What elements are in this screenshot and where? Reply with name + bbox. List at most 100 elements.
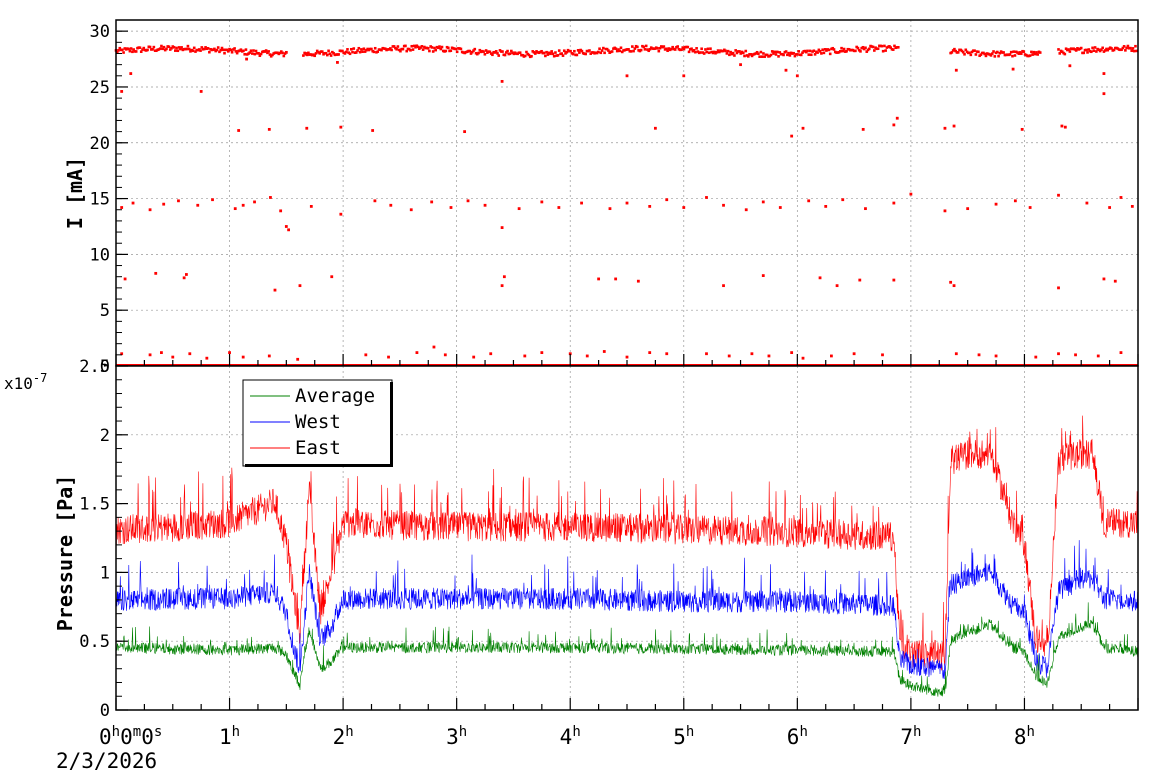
- current-point: [279, 209, 283, 213]
- current-band-point: [1068, 50, 1072, 53]
- current-band-point: [682, 47, 686, 51]
- current-band-point: [1058, 52, 1062, 55]
- current-point: [205, 356, 209, 360]
- current-band-point: [194, 50, 197, 53]
- pressure-line-west: [115, 540, 1139, 680]
- current-band-point: [390, 48, 393, 52]
- current-band-point: [784, 50, 788, 53]
- current-band-point: [871, 45, 875, 49]
- current-band-point: [1086, 51, 1089, 54]
- current-band-point: [571, 52, 575, 56]
- current-band-point: [726, 49, 730, 53]
- current-point: [330, 275, 334, 279]
- current-band-point: [760, 55, 764, 58]
- current-point: [296, 357, 300, 361]
- time-tick-label: 1h: [219, 724, 240, 749]
- current-band-point: [755, 50, 759, 54]
- current-band-point: [716, 49, 720, 52]
- current-band-point: [777, 55, 780, 58]
- y-tick-label: 1: [100, 563, 110, 583]
- current-band-point: [329, 54, 333, 57]
- current-band-point: [376, 50, 380, 53]
- current-band-point: [320, 50, 324, 53]
- current-band-point: [279, 50, 283, 53]
- current-point: [648, 204, 652, 208]
- current-band-point: [656, 47, 659, 50]
- current-band-point: [1035, 51, 1038, 54]
- current-band-point: [504, 51, 508, 54]
- current-band-point: [744, 49, 748, 53]
- current-band-point: [326, 53, 329, 57]
- start-date-label: 2/3/2026: [56, 749, 157, 773]
- current-point: [517, 207, 521, 211]
- current-band-point: [213, 47, 216, 51]
- current-band-point: [750, 54, 754, 58]
- current-band-point: [1084, 48, 1088, 52]
- current-band-point: [550, 50, 553, 53]
- current-band-point: [617, 48, 620, 51]
- current-point: [233, 207, 237, 211]
- current-band-point: [503, 53, 507, 57]
- current-point: [241, 355, 245, 359]
- current-point: [500, 79, 504, 83]
- legend-box: [242, 379, 393, 467]
- current-point: [801, 356, 805, 360]
- current-point: [472, 355, 476, 359]
- current-band-point: [842, 47, 846, 51]
- current-band-point: [607, 49, 610, 52]
- y-tick-label: 0.5: [79, 632, 110, 652]
- current-band-point: [318, 52, 322, 55]
- current-band-point: [588, 49, 591, 52]
- current-point: [196, 203, 200, 207]
- current-point: [500, 226, 504, 229]
- current-point: [909, 192, 913, 196]
- current-band-point: [186, 44, 190, 48]
- current-band-point: [889, 46, 893, 49]
- current-band-point: [792, 51, 795, 55]
- current-band-point: [302, 54, 305, 57]
- current-band-point: [167, 45, 171, 49]
- current-point: [801, 126, 805, 130]
- current-band-point: [765, 53, 769, 57]
- current-band-point: [629, 50, 633, 53]
- current-band-point: [1008, 53, 1012, 56]
- current-band-point: [864, 46, 867, 50]
- current-band-point: [239, 48, 243, 51]
- current-band-point: [235, 51, 239, 55]
- time-tick-label: 6h: [787, 724, 808, 749]
- current-point: [835, 284, 839, 288]
- current-point: [966, 207, 970, 211]
- current-band-point: [633, 47, 637, 50]
- current-band-point: [658, 46, 662, 50]
- current-band-point: [258, 54, 262, 57]
- current-band-point: [357, 46, 361, 50]
- current-band-point: [662, 45, 666, 48]
- current-band-point: [491, 53, 494, 57]
- current-point: [162, 202, 166, 206]
- current-band-point: [352, 47, 356, 50]
- current-band-point: [1110, 47, 1113, 50]
- current-point: [597, 277, 601, 281]
- current-band-point: [185, 47, 188, 51]
- current-band-point: [632, 49, 635, 53]
- current-band-point: [997, 54, 1000, 58]
- current-point: [682, 206, 686, 209]
- current-point: [892, 278, 896, 282]
- current-point: [182, 276, 186, 280]
- current-band-point: [158, 47, 162, 50]
- current-band-point: [856, 46, 860, 50]
- current-band-point: [560, 52, 564, 55]
- current-band-point: [822, 51, 826, 55]
- current-point: [665, 352, 669, 356]
- y-tick-label: 20: [90, 134, 110, 154]
- current-band-point: [242, 49, 245, 53]
- current-band-point: [431, 50, 435, 53]
- current-band-point: [618, 49, 622, 53]
- current-band-point: [501, 50, 504, 53]
- current-band-point: [998, 51, 1002, 55]
- current-point: [1028, 206, 1032, 209]
- current-point: [949, 280, 953, 284]
- current-band-point: [128, 49, 132, 53]
- current-band-point: [680, 48, 683, 51]
- current-band-point: [372, 50, 376, 54]
